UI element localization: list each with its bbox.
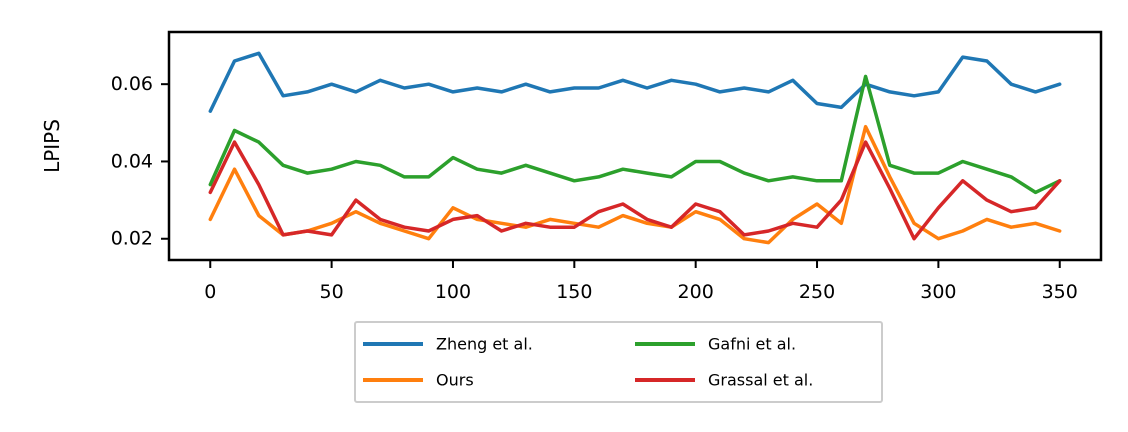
- legend-label: Ours: [436, 371, 474, 390]
- y-axis-label: LPIPS: [40, 119, 64, 173]
- x-tick-label: 350: [1042, 281, 1078, 303]
- y-tick-label: 0.02: [111, 228, 153, 250]
- series-line-3: [208, 140, 1062, 241]
- x-tick-label: 50: [320, 281, 344, 303]
- legend: Zheng et al. Ours Gafni et al. Grassal et a…: [354, 321, 883, 403]
- legend-frame: [354, 321, 883, 403]
- x-tick-label: 100: [435, 281, 471, 303]
- x-tick-label: 250: [799, 281, 835, 303]
- x-tick-label: 200: [678, 281, 714, 303]
- x-axis: 0 50 100 150 200 250 300 350: [204, 260, 1078, 303]
- series-line-2: [208, 74, 1062, 195]
- y-tick-label: 0.04: [111, 150, 153, 172]
- x-tick-label: 300: [920, 281, 956, 303]
- series-line-0: [208, 51, 1062, 113]
- series-line-1: [208, 124, 1062, 245]
- legend-label: Gafni et al.: [708, 335, 796, 354]
- series-layer: [208, 51, 1062, 245]
- legend-label: Zheng et al.: [436, 335, 533, 354]
- y-tick-label: 0.06: [111, 73, 153, 95]
- plot-frame: [167, 30, 1103, 262]
- x-tick-label: 0: [204, 281, 216, 303]
- x-tick-label: 150: [556, 281, 592, 303]
- y-axis: 0.02 0.04 0.06: [111, 73, 169, 250]
- legend-label: Grassal et al.: [708, 371, 813, 390]
